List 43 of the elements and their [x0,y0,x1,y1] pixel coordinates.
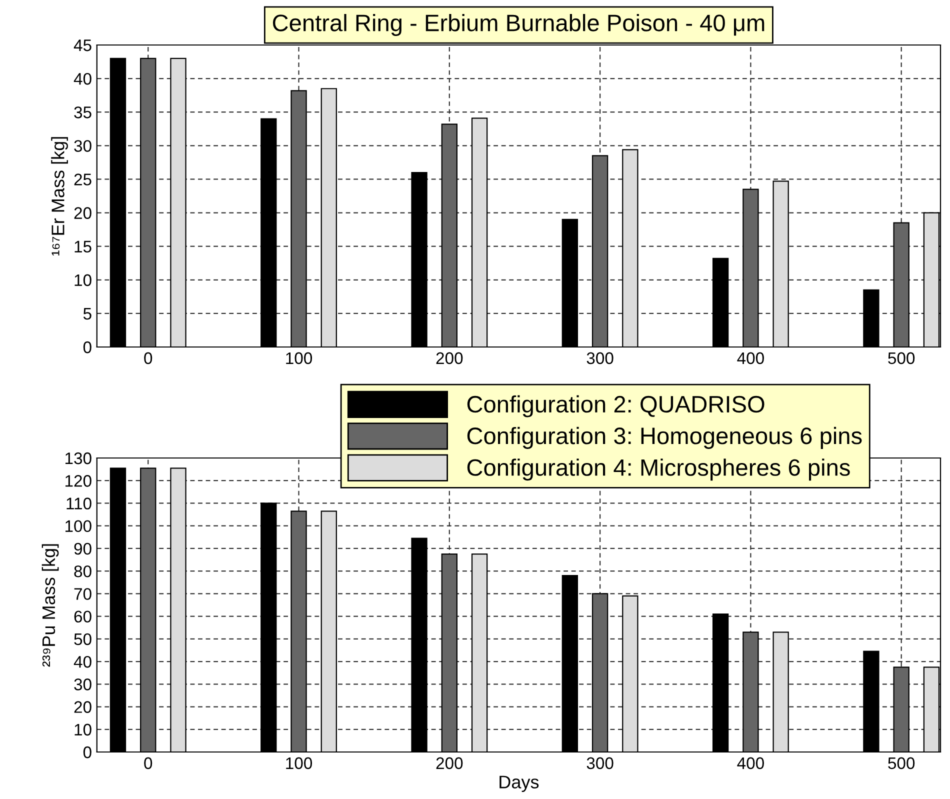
y-tick-label: 130 [66,452,92,464]
x-tick-label: 100 [286,757,312,770]
y-tick-label: 70 [74,588,92,600]
x-tick-label: 200 [436,757,463,770]
y-tick-label: 100 [66,520,92,532]
y-tick-label: 15 [74,240,92,253]
y-tick-label: 20 [74,701,92,713]
x-tick-label: 200 [436,352,463,364]
y-tick-label: 0 [83,746,92,758]
y-tick-label: 40 [74,72,92,85]
x-tick-label: 500 [888,352,915,364]
y-tick-label: 90 [74,542,92,555]
legend-label: Configuration 4: Microspheres 6 pins [467,458,850,481]
y-tick-label: 40 [74,656,92,668]
y-tick-label: 5 [83,308,92,320]
x-tick-label: 100 [286,352,312,364]
y-tick-label: 25 [74,174,92,186]
y-tick-label: 50 [74,633,92,646]
y-tick-label: 120 [66,475,92,487]
y-axis-title: ¹⁶⁷Er Mass [kg] [51,137,68,256]
legend-label: Configuration 3: Homogeneous 6 pins [467,426,862,449]
x-tick-label: 300 [586,352,614,364]
y-tick-label: 30 [74,678,92,690]
y-tick-label: 0 [83,341,92,354]
x-tick-label: 400 [737,352,764,364]
y-tick-label: 10 [74,274,92,286]
chart-title: Central Ring - Erbium Burnable Poison - 40 μm [272,14,764,36]
y-tick-label: 45 [74,40,92,52]
x-tick-label: 0 [144,757,152,770]
y-tick-label: 80 [74,565,92,578]
y-tick-label: 110 [66,498,92,510]
x-tick-label: 400 [737,757,764,770]
y-axis-title: ²³⁹Pu Mass [kg] [42,544,59,667]
x-tick-label: 0 [144,352,152,364]
y-tick-label: 60 [74,610,92,623]
y-tick-label: 35 [74,106,92,118]
x-tick-label: 500 [888,757,915,770]
y-tick-label: 30 [74,140,92,152]
x-tick-label: 300 [586,757,614,770]
y-tick-label: 10 [74,724,92,736]
y-tick-label: 20 [74,207,92,219]
x-axis-title: Days [500,776,539,792]
legend-label: Configuration 2: QUADRISO [467,395,764,418]
